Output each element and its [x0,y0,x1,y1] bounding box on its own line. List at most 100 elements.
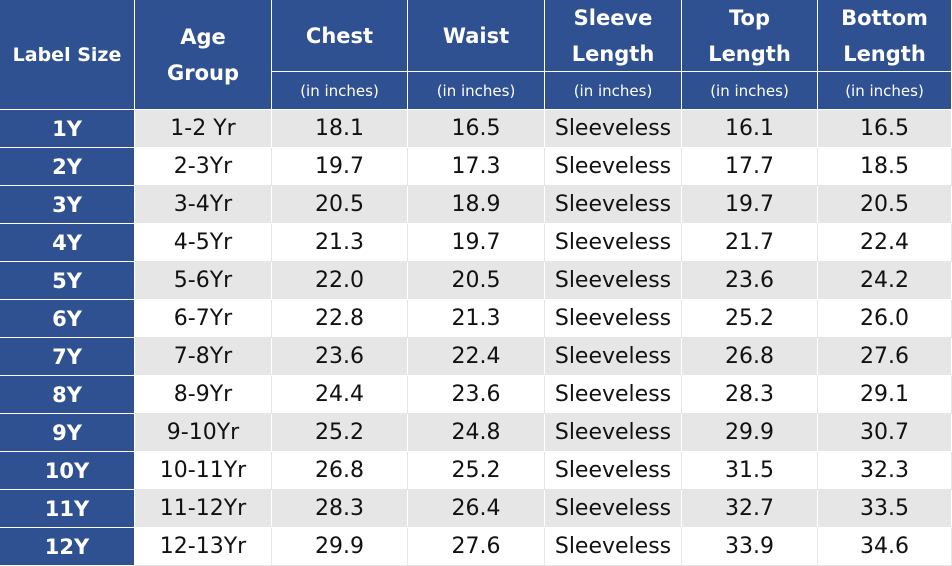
data-cell-text: 26.8 [315,458,364,483]
data-cell-text: 27.6 [451,534,501,559]
data-cell-text: 11-12Yr [159,496,247,521]
unit-cell-text: (in inches) [573,81,653,100]
label-size-cell: 5Y [0,262,135,300]
data-cell: 20.5 [408,262,545,300]
data-cell: Sleeveless [545,528,682,566]
data-cell: 23.6 [272,338,408,376]
data-cell-text: 5-6Yr [173,268,233,293]
unit-cell-text: (in inches) [845,81,924,100]
data-cell-text: 34.6 [860,534,909,559]
data-cell: 29.1 [818,376,952,414]
data-cell-text: 29.1 [860,382,909,407]
data-cell: Sleeveless [545,452,682,490]
data-cell: 33.9 [682,528,818,566]
data-cell-text: 21.7 [725,230,774,255]
data-cell: 22.4 [818,224,952,262]
data-cell-text: 12-13Yr [159,534,247,559]
data-cell: 25.2 [272,414,408,452]
label-size-cell: 7Y [0,338,135,376]
data-cell-text: 3-4Yr [173,192,233,217]
data-cell: Sleeveless [545,224,682,262]
label-size-cell: 1Y [0,110,135,148]
data-cell: 27.6 [408,528,545,566]
data-cell: 27.6 [818,338,952,376]
label-size-cell-text: 5Y [52,268,82,293]
data-cell: 22.8 [272,300,408,338]
data-cell: 17.3 [408,148,545,186]
label-size-cell: 8Y [0,376,135,414]
data-cell: 19.7 [408,224,545,262]
data-cell: 23.6 [682,262,818,300]
data-cell-text: 4-5Yr [173,230,233,255]
label-size-cell-text: 1Y [52,116,82,141]
data-cell-text: 8-9Yr [173,382,233,407]
data-cell: 17.7 [682,148,818,186]
data-cell-text: 6-7Yr [173,306,233,331]
data-cell-text: 16.1 [725,116,774,141]
data-cell-text: 29.9 [725,420,774,445]
data-cell-text: 20.5 [860,192,909,217]
data-cell-text: 23.6 [725,268,774,293]
label-size-cell: 3Y [0,186,135,224]
data-cell-text: 24.2 [860,268,909,293]
data-cell: 5-6Yr [135,262,272,300]
data-cell-text: 30.7 [860,420,909,445]
data-cell-text: Sleeveless [554,268,672,293]
header-cell: Label Size [0,0,135,110]
label-size-cell-text: 10Y [44,458,90,483]
data-cell: 25.2 [682,300,818,338]
header-cell-text: Chest [305,23,374,48]
data-cell-text: Sleeveless [554,116,672,141]
data-cell: 19.7 [682,186,818,224]
header-cell-text: Label Size [12,43,122,66]
label-size-cell-text: 8Y [52,382,82,407]
data-cell: Sleeveless [545,338,682,376]
data-cell-text: 21.3 [315,230,364,255]
label-size-cell: 10Y [0,452,135,490]
header-cell-text: Sleeve Length [571,5,655,66]
unit-cell: (in inches) [818,72,952,110]
label-size-cell: 12Y [0,528,135,566]
data-cell: 22.0 [272,262,408,300]
label-size-cell: 11Y [0,490,135,528]
label-size-cell-text: 11Y [44,496,90,521]
data-cell: 28.3 [682,376,818,414]
unit-cell: (in inches) [682,72,818,110]
label-size-cell: 9Y [0,414,135,452]
label-size-cell: 4Y [0,224,135,262]
data-cell: 4-5Yr [135,224,272,262]
label-size-cell: 2Y [0,148,135,186]
data-cell-text: 16.5 [451,116,501,141]
data-cell-text: 28.3 [315,496,364,521]
header-cell-text: Waist [442,23,510,48]
data-cell: 6-7Yr [135,300,272,338]
data-cell-text: 20.5 [315,192,364,217]
data-cell: Sleeveless [545,300,682,338]
data-cell-text: 9-10Yr [166,420,240,445]
data-cell: 1-2 Yr [135,110,272,148]
data-cell-text: 22.8 [315,306,364,331]
data-cell: 21.7 [682,224,818,262]
data-cell: Sleeveless [545,186,682,224]
unit-cell: (in inches) [272,72,408,110]
data-cell-text: 24.4 [315,382,364,407]
header-cell: Age Group [135,0,272,110]
data-cell-text: 26.0 [860,306,909,331]
data-cell-text: Sleeveless [554,192,672,217]
data-cell: 2-3Yr [135,148,272,186]
unit-cell: (in inches) [408,72,545,110]
data-cell-text: 25.2 [725,306,774,331]
data-cell-text: 32.3 [860,458,909,483]
data-cell: 23.6 [408,376,545,414]
data-cell-text: 22.4 [860,230,909,255]
data-cell-text: 22.0 [315,268,364,293]
data-cell: 8-9Yr [135,376,272,414]
data-cell: 22.4 [408,338,545,376]
data-cell-text: Sleeveless [554,420,672,445]
data-cell-text: Sleeveless [554,154,672,179]
data-cell: Sleeveless [545,414,682,452]
data-cell-text: 20.5 [451,268,501,293]
data-cell: 31.5 [682,452,818,490]
data-cell: 26.0 [818,300,952,338]
